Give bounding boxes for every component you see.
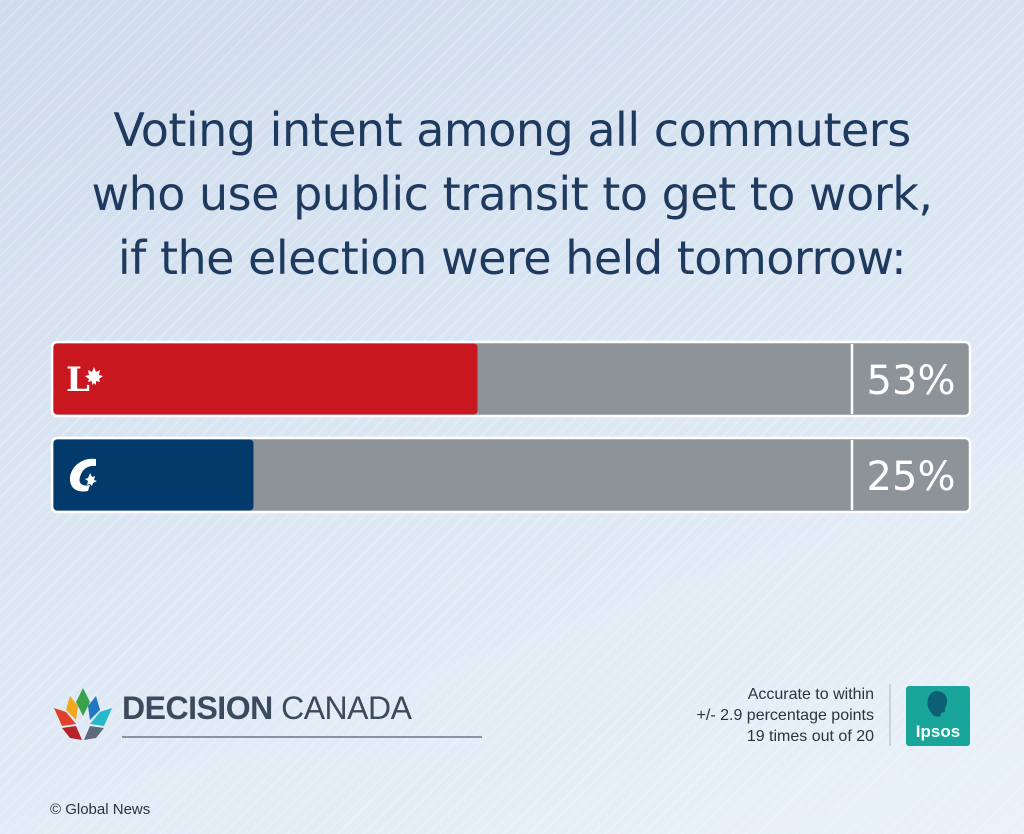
maple-leaf-logo-icon — [54, 688, 112, 740]
data-label: 53% — [867, 358, 956, 404]
credit-text: © Global News — [50, 801, 151, 818]
bar-group-liberal: 53% L — [50, 340, 972, 418]
divider — [889, 684, 891, 746]
decision-word: DECISION — [122, 690, 273, 726]
moe-line-1: Accurate to within — [747, 686, 874, 703]
conservative-logo-icon — [70, 458, 97, 492]
bar-track — [50, 436, 972, 514]
conservative-c — [70, 458, 96, 492]
title-line-2: who use public transit to get to work, — [91, 167, 933, 221]
ipsos-wordmark: Ipsos — [915, 722, 961, 741]
margin-of-error-note: Accurate to within +/- 2.9 percentage po… — [697, 684, 874, 747]
liberal-logo-icon: L — [66, 360, 103, 400]
moe-line-3: 19 times out of 20 — [746, 728, 874, 745]
chart-title: Voting intent among all commuters who us… — [0, 98, 1024, 290]
ipsos-head-icon — [927, 691, 948, 717]
bar — [53, 343, 478, 415]
decision-canada-logo: DECISION CANADA — [52, 686, 482, 746]
canada-word: CANADA — [272, 690, 412, 726]
wordmark-underline — [122, 736, 482, 738]
bar-group-conservative: 25% — [50, 436, 972, 514]
liberal-letter: L — [66, 360, 90, 400]
title-line-3: if the election were held tomorrow: — [117, 231, 907, 285]
ipsos-logo: Ipsos — [906, 686, 970, 746]
moe-line-2: +/- 2.9 percentage points — [696, 707, 874, 724]
bar — [53, 439, 254, 511]
maple-leaf-icon — [85, 367, 103, 385]
title-line-1: Voting intent among all commuters — [113, 103, 911, 157]
decision-canada-wordmark: DECISION CANADA — [122, 690, 412, 727]
data-label: 25% — [867, 454, 956, 500]
maple-leaf-icon — [85, 473, 97, 486]
